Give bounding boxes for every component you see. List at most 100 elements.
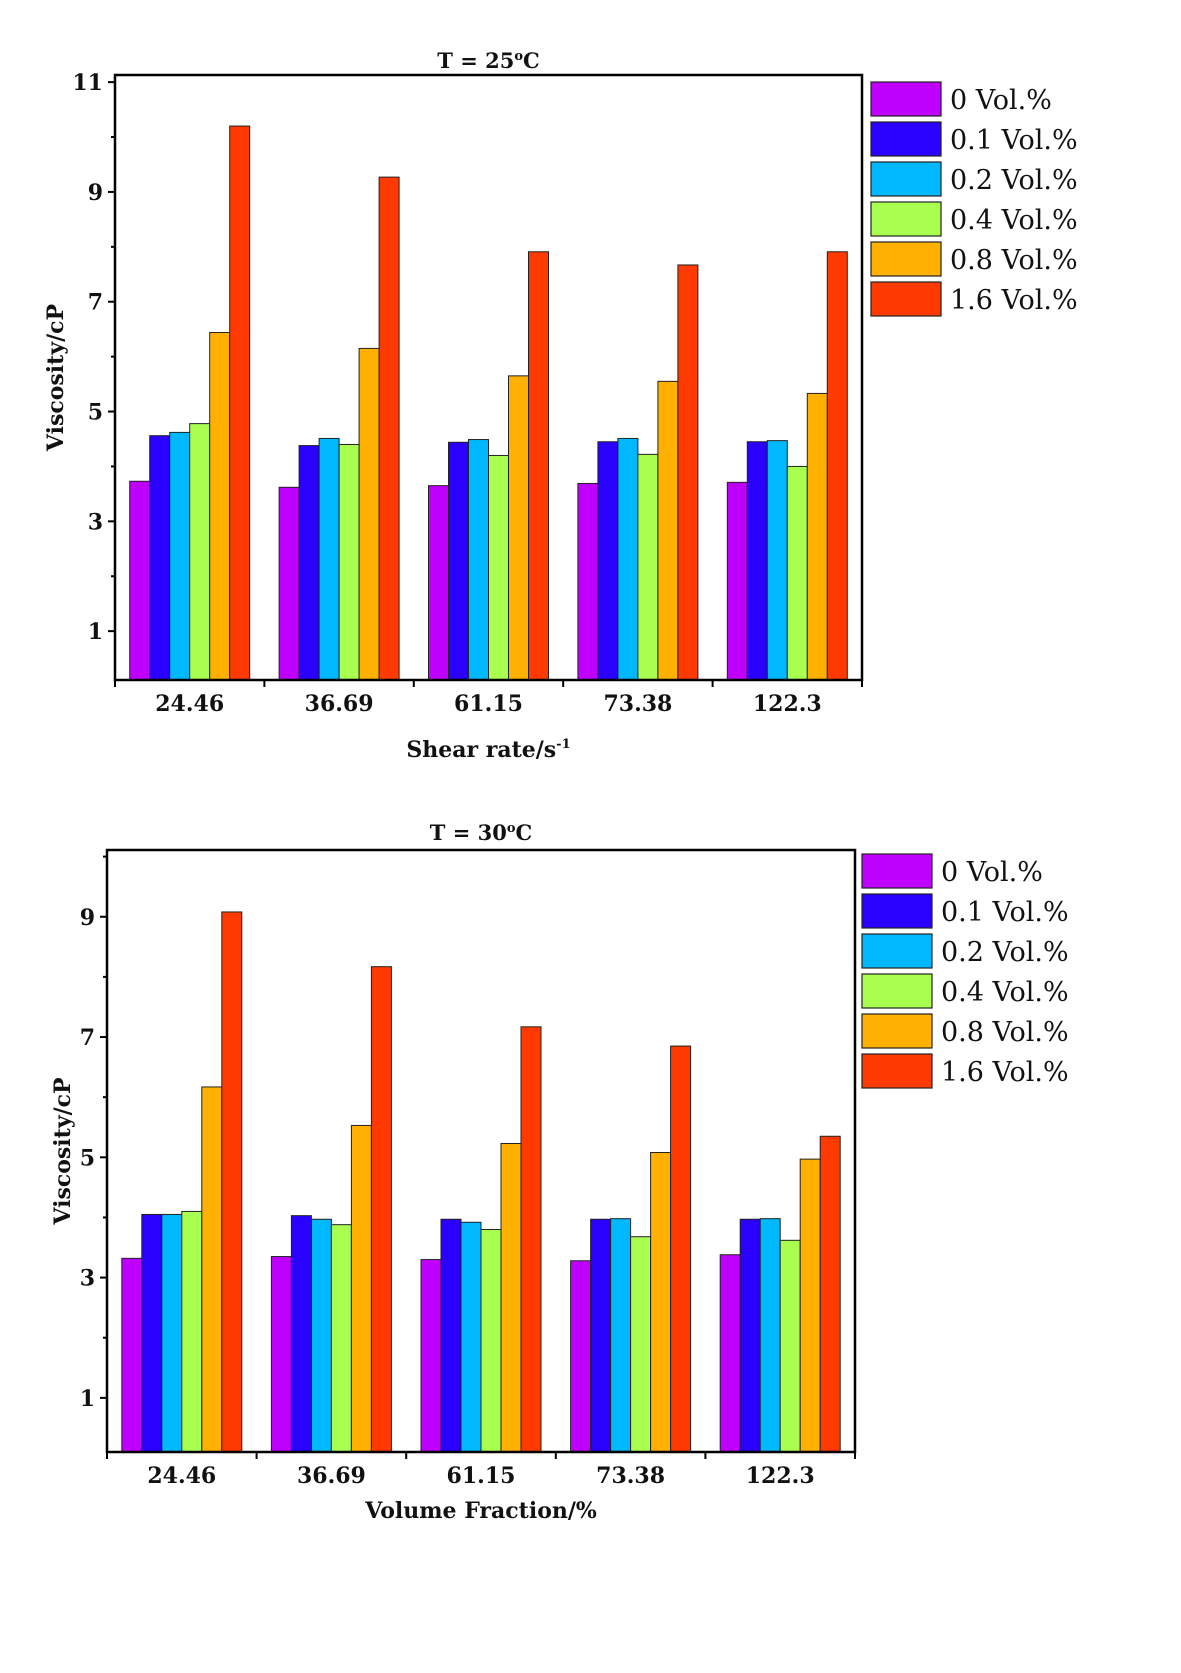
- bar-01Vol-36.69: [290, 1215, 312, 1453]
- y-tick-label: 5: [88, 400, 103, 426]
- y-tick-label: 1: [88, 619, 103, 645]
- bar-0Vol-122.3: [726, 481, 748, 681]
- bar-04Vol-61.15: [488, 454, 509, 681]
- bar-04Vol-61.15: [480, 1228, 502, 1453]
- bar-04Vol-122.3: [786, 465, 808, 681]
- bar-16Vol-36.69: [378, 176, 400, 681]
- legend-swatch: [861, 853, 933, 889]
- legend-swatch: [870, 281, 942, 317]
- bar-04Vol-24.46: [189, 423, 211, 681]
- bar-02Vol-36.69: [310, 1218, 332, 1453]
- bar-02Vol-73.38: [617, 437, 639, 681]
- x-axis-label: Shear rate/s-1: [406, 737, 570, 763]
- x-tick-label: 122.3: [753, 691, 822, 717]
- bar-08Vol-24.46: [201, 1086, 223, 1453]
- title-text: T = 25: [437, 48, 514, 73]
- legend-label: 0 Vol.%: [950, 85, 1052, 116]
- x-axis-label: Volume Fraction/%: [364, 1498, 597, 1524]
- y-tick-label: 9: [88, 180, 103, 206]
- bar-0Vol-122.3: [719, 1254, 741, 1453]
- bar-16Vol-36.69: [370, 966, 392, 1453]
- y-axis-label: Viscosity/cP: [50, 1077, 76, 1225]
- chart-2: 1 3 5 7 9 24.46 36.69 61.15 73.38 122.3 T = 30oC Vo…: [50, 820, 1069, 1524]
- bar-0Vol-36.69: [278, 486, 300, 681]
- bar-08Vol-61.15: [508, 375, 529, 681]
- legend-swatch: [861, 973, 933, 1009]
- legend-label: 0.8 Vol.%: [950, 245, 1078, 276]
- legend-swatch: [861, 933, 933, 969]
- bar-08Vol-73.38: [657, 380, 679, 681]
- bar-04Vol-73.38: [637, 453, 659, 681]
- bar-04Vol-24.46: [181, 1210, 203, 1453]
- x-tick-label: 73.38: [603, 691, 672, 717]
- bar-0Vol-24.46: [121, 1257, 143, 1453]
- plot-frame: [113, 73, 864, 682]
- y-tick-label: 3: [80, 1266, 95, 1292]
- bar-02Vol-24.46: [161, 1213, 183, 1453]
- bar-16Vol-61.15: [528, 251, 549, 681]
- legend-label: 0.1 Vol.%: [950, 125, 1078, 156]
- bar-08Vol-122.3: [806, 392, 828, 681]
- legend-label: 1.6 Vol.%: [941, 1057, 1069, 1088]
- bar-08Vol-36.69: [350, 1124, 372, 1453]
- bar-04Vol-36.69: [330, 1224, 352, 1453]
- plot-frame: [105, 848, 857, 1454]
- x-tick-label: 36.69: [297, 1463, 366, 1489]
- bar-08Vol-122.3: [799, 1158, 821, 1453]
- bar-16Vol-24.46: [221, 911, 243, 1453]
- bar-01Vol-122.3: [746, 441, 768, 681]
- bar-01Vol-73.38: [597, 441, 619, 681]
- bar-02Vol-61.15: [460, 1221, 482, 1453]
- bar-08Vol-73.38: [650, 1152, 672, 1453]
- x-label-sup: -1: [556, 737, 570, 752]
- legend-label: 0.1 Vol.%: [941, 897, 1069, 928]
- bar-08Vol-36.69: [358, 347, 380, 681]
- legend-swatch: [870, 161, 942, 197]
- bar-0Vol-24.46: [129, 480, 151, 681]
- legend-swatch: [861, 893, 933, 929]
- x-tick-label: 61.15: [447, 1463, 516, 1489]
- legend-swatch: [870, 121, 942, 157]
- bar-16Vol-122.3: [826, 251, 848, 681]
- bar-04Vol-122.3: [779, 1239, 801, 1453]
- chart-1: 1 3 5 7 9 11 24.46 36.69 61.15 73.38 122.3 T = 25oC…: [43, 48, 1078, 763]
- chart-title: T = 30oC: [430, 820, 532, 845]
- bar-0Vol-73.38: [570, 1260, 592, 1453]
- legend-label: 0.4 Vol.%: [941, 977, 1069, 1008]
- y-tick-label: 11: [72, 70, 103, 96]
- bar-0Vol-73.38: [577, 482, 599, 681]
- bar-16Vol-122.3: [819, 1135, 841, 1453]
- bar-01Vol-61.15: [440, 1218, 462, 1453]
- bar-16Vol-61.15: [520, 1026, 542, 1453]
- title-unit: C: [516, 820, 533, 845]
- legend-label: 0.2 Vol.%: [950, 165, 1078, 196]
- bar-0Vol-61.15: [420, 1259, 442, 1453]
- bar-16Vol-24.46: [229, 125, 251, 681]
- bar-02Vol-36.69: [318, 437, 340, 681]
- bar-04Vol-73.38: [630, 1236, 652, 1453]
- legend-swatch: [861, 1053, 933, 1089]
- bar-04Vol-36.69: [338, 443, 360, 681]
- title-degree: o: [514, 49, 523, 64]
- bar-01Vol-61.15: [448, 441, 469, 681]
- legend-swatch: [870, 241, 942, 277]
- bar-01Vol-73.38: [590, 1218, 612, 1453]
- bar-01Vol-24.46: [141, 1213, 163, 1453]
- bar-08Vol-61.15: [500, 1142, 522, 1453]
- bar-08Vol-24.46: [209, 331, 231, 681]
- y-tick-label: 1: [80, 1386, 95, 1412]
- bar-02Vol-73.38: [610, 1218, 632, 1453]
- x-label-text: Volume Fraction/%: [364, 1498, 597, 1524]
- bar-01Vol-24.46: [149, 435, 171, 681]
- title-text: T = 30: [430, 820, 507, 845]
- bar-02Vol-24.46: [169, 431, 191, 681]
- legend-label: 0 Vol.%: [941, 857, 1043, 888]
- bar-01Vol-122.3: [739, 1218, 761, 1453]
- legend-swatch: [861, 1013, 933, 1049]
- bar-0Vol-61.15: [428, 485, 449, 681]
- legend-label: 0.8 Vol.%: [941, 1017, 1069, 1048]
- x-tick-label: 24.46: [155, 691, 224, 717]
- bar-16Vol-73.38: [677, 264, 699, 681]
- x-label-text: Shear rate/s: [406, 737, 556, 763]
